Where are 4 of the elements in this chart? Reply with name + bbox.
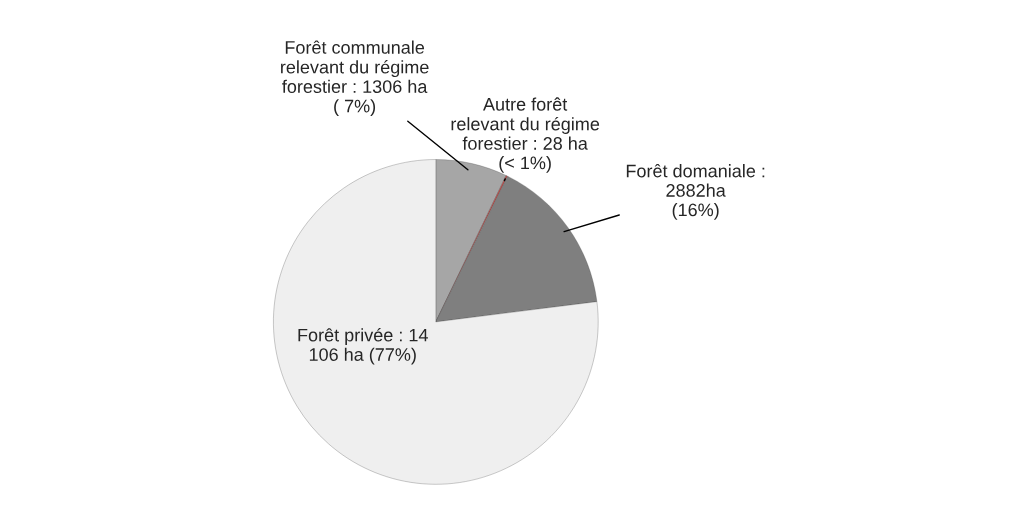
slice-label: Autre forêt relevant du régime forestier : 28 ha (< 1%) xyxy=(451,97,600,173)
slice-label: Forêt domaniale : 2882ha (16%) xyxy=(626,164,765,220)
slice-label: Forêt privée : 14 106 ha (77%) xyxy=(298,328,428,365)
slice-label: Forêt communale relevant du régime forestier : 1306 ha ( 7%) xyxy=(281,40,429,117)
